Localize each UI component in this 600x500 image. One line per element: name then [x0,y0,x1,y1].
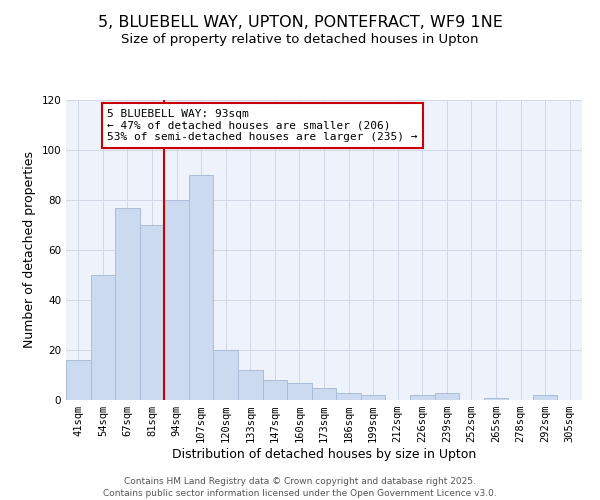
Bar [434,392,459,400]
Bar [336,392,361,400]
Bar [312,388,336,400]
Bar [115,208,140,400]
Bar [189,175,214,400]
Bar [164,200,189,400]
Text: 5 BLUEBELL WAY: 93sqm
← 47% of detached houses are smaller (206)
53% of semi-det: 5 BLUEBELL WAY: 93sqm ← 47% of detached … [107,109,418,142]
Bar [287,382,312,400]
Bar [361,395,385,400]
Y-axis label: Number of detached properties: Number of detached properties [23,152,36,348]
Bar [214,350,238,400]
Text: Contains public sector information licensed under the Open Government Licence v3: Contains public sector information licen… [103,489,497,498]
Text: 5, BLUEBELL WAY, UPTON, PONTEFRACT, WF9 1NE: 5, BLUEBELL WAY, UPTON, PONTEFRACT, WF9 … [98,15,502,30]
Bar [140,225,164,400]
Bar [91,275,115,400]
Bar [238,370,263,400]
Text: Contains HM Land Registry data © Crown copyright and database right 2025.: Contains HM Land Registry data © Crown c… [124,478,476,486]
Bar [484,398,508,400]
Bar [410,395,434,400]
Bar [533,395,557,400]
X-axis label: Distribution of detached houses by size in Upton: Distribution of detached houses by size … [172,448,476,461]
Bar [66,360,91,400]
Bar [263,380,287,400]
Text: Size of property relative to detached houses in Upton: Size of property relative to detached ho… [121,32,479,46]
